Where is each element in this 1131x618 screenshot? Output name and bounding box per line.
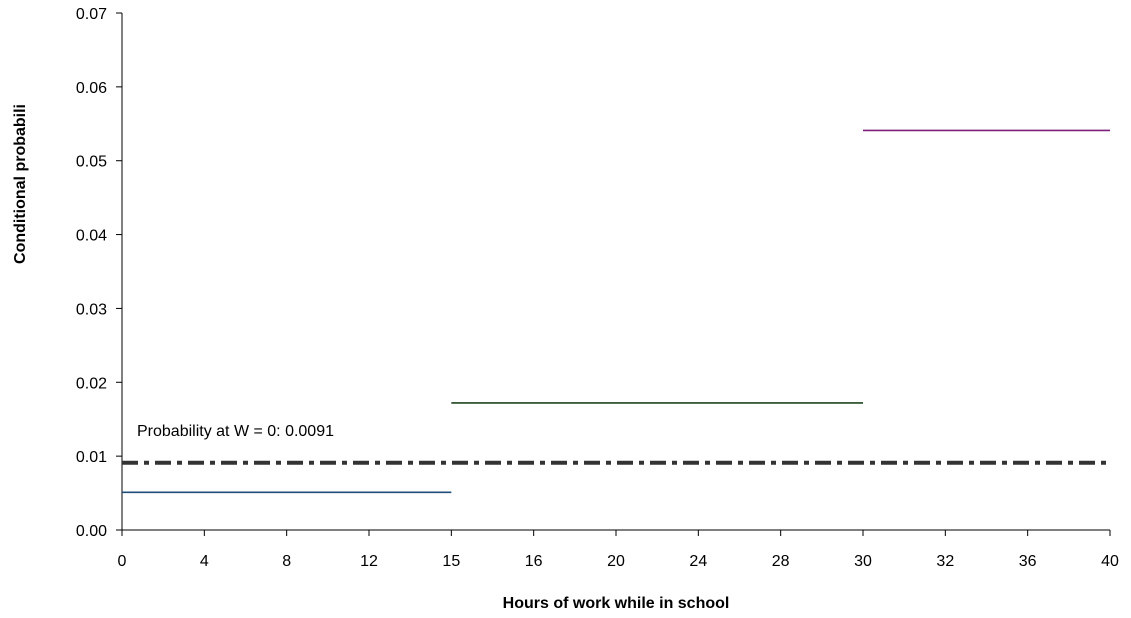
y-tick-label: 0.07 [76, 6, 107, 23]
y-tick-label: 0.03 [76, 301, 107, 318]
x-tick-label: 36 [1019, 553, 1037, 570]
x-tick-label: 8 [282, 553, 291, 570]
y-tick-label: 0.02 [76, 375, 107, 392]
x-tick-label: 28 [772, 553, 790, 570]
plot-area: 0.00 0.01 0.02 0.03 0.04 0.05 0.06 0.07 0 4 8 12 15 1… [76, 6, 1119, 570]
x-tick-label: 4 [200, 553, 209, 570]
y-tick-label: 0.01 [76, 449, 107, 466]
y-tick-label: 0.04 [76, 228, 107, 245]
y-tick-label: 0.00 [76, 523, 107, 540]
y-tick-label: 0.05 [76, 154, 107, 171]
x-tick-label: 15 [442, 553, 460, 570]
x-tick-label: 40 [1101, 553, 1119, 570]
y-tick-label: 0.06 [76, 80, 107, 97]
x-axis-title: Hours of work while in school [503, 595, 730, 612]
y-axis-title: Conditional probabili [12, 104, 29, 264]
x-tick-label: 16 [525, 553, 543, 570]
x-tick-label: 30 [854, 553, 872, 570]
x-tick-label: 12 [360, 553, 378, 570]
x-tick-label: 20 [607, 553, 625, 570]
x-tick-label: 24 [689, 553, 707, 570]
x-tick-label: 32 [936, 553, 954, 570]
probability-annotation: Probability at W = 0: 0.0091 [137, 423, 334, 440]
x-tick-label: 0 [118, 553, 127, 570]
